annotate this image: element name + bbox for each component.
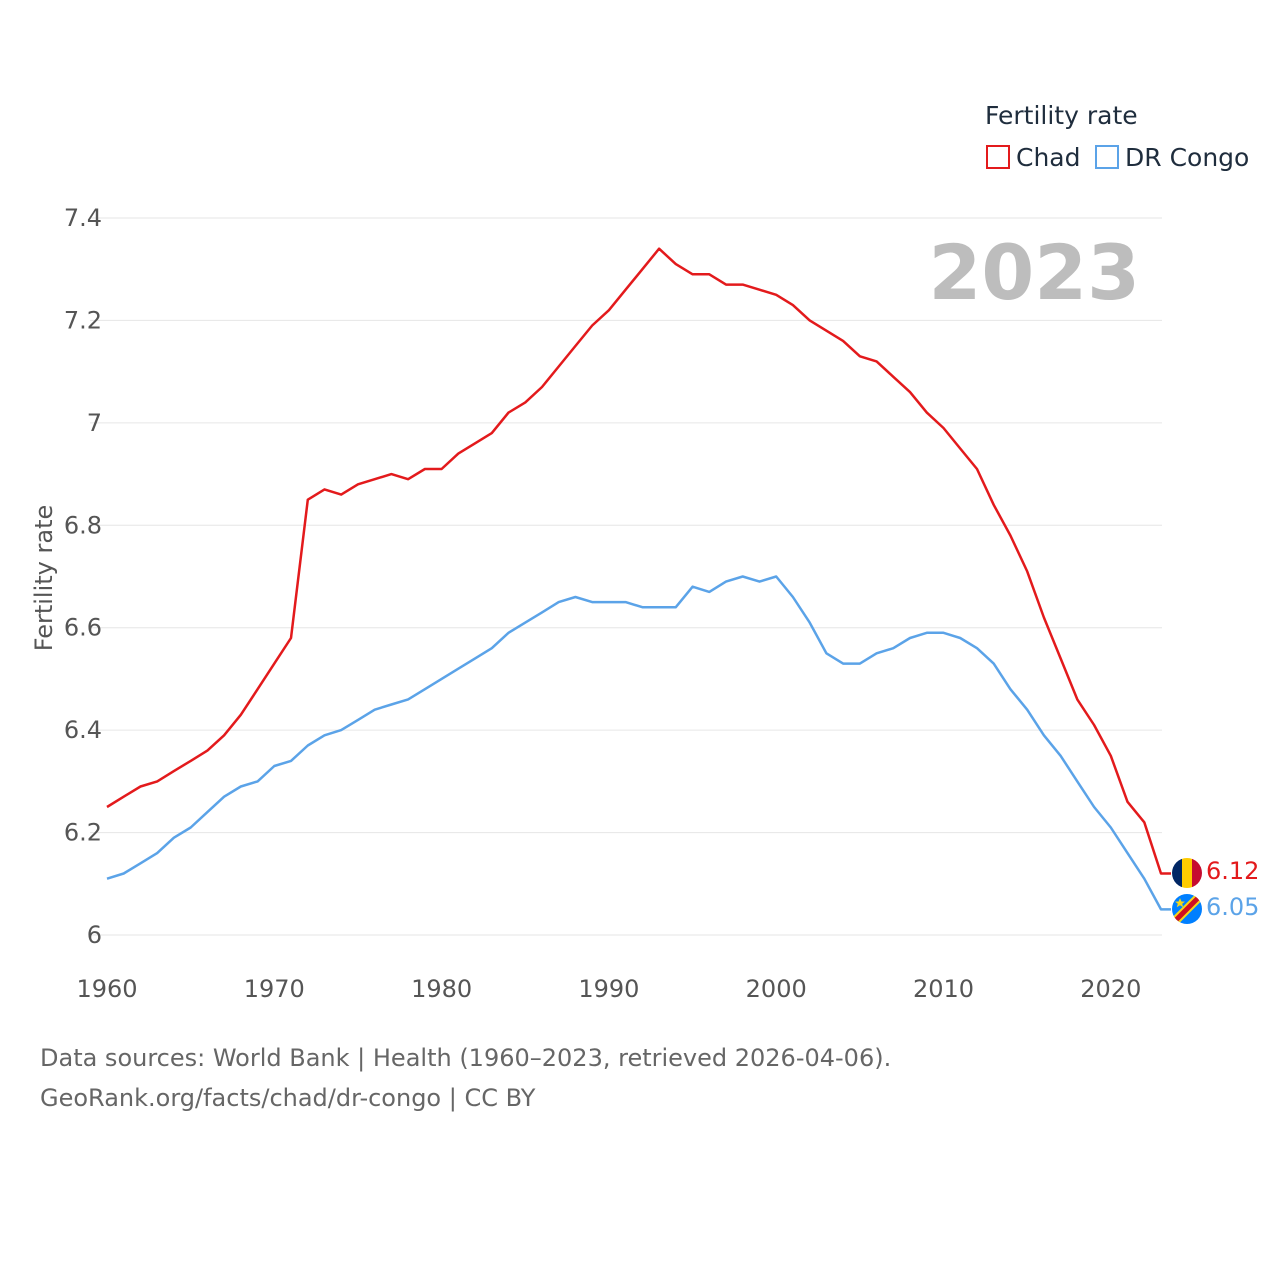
series-line-dr-congo[interactable] xyxy=(106,575,1171,911)
gridlines xyxy=(90,217,1162,936)
dr-congo-flag-icon xyxy=(1172,894,1202,924)
series-line-chad[interactable] xyxy=(106,247,1171,875)
legend: Fertility rate Chad DR Congo xyxy=(985,101,1249,172)
x-tick-label: 1980 xyxy=(411,975,472,1003)
dr-congo-end-value: 6.05 xyxy=(1206,893,1259,921)
x-tick-label: 1960 xyxy=(76,975,137,1003)
data-source-note: Data sources: World Bank | Health (1960–… xyxy=(40,1044,892,1072)
y-tick-label: 6.4 xyxy=(64,716,102,744)
chad-end-value: 6.12 xyxy=(1206,857,1259,885)
x-tick-label: 1970 xyxy=(244,975,305,1003)
y-tick-label: 7 xyxy=(87,409,102,437)
y-axis-label: Fertility rate xyxy=(30,505,58,652)
legend-label-dr-congo[interactable]: DR Congo xyxy=(1125,143,1249,172)
y-tick-label: 7.2 xyxy=(64,306,102,334)
legend-label-chad[interactable]: Chad xyxy=(1016,143,1081,172)
line-chart: 6 6.2 6.4 6.6 6.8 7 7.2 7.4 1960 1970 1980 1990 200… xyxy=(30,101,1259,1003)
x-tick-label: 1990 xyxy=(578,975,639,1003)
y-tick-label: 6 xyxy=(87,921,102,949)
legend-title: Fertility rate xyxy=(985,101,1138,130)
x-axis-ticks: 1960 1970 1980 1990 2000 2010 2020 xyxy=(76,975,1141,1003)
x-tick-label: 2000 xyxy=(746,975,807,1003)
y-tick-label: 6.8 xyxy=(64,511,102,539)
x-tick-label: 2010 xyxy=(913,975,974,1003)
chad-flag-icon xyxy=(1172,858,1202,888)
y-axis-ticks: 6 6.2 6.4 6.6 6.8 7 7.2 7.4 xyxy=(64,204,102,949)
year-label: 2023 xyxy=(928,228,1140,317)
y-tick-label: 7.4 xyxy=(64,204,102,232)
y-tick-label: 6.2 xyxy=(64,819,102,847)
series-lines xyxy=(106,247,1171,911)
x-tick-label: 2020 xyxy=(1080,975,1141,1003)
legend-swatch-dr-congo[interactable] xyxy=(1095,145,1119,169)
source-url[interactable]: GeoRank.org/facts/chad/dr-congo | CC BY xyxy=(40,1084,536,1112)
y-tick-label: 6.6 xyxy=(64,614,102,642)
legend-swatch-chad[interactable] xyxy=(986,145,1010,169)
